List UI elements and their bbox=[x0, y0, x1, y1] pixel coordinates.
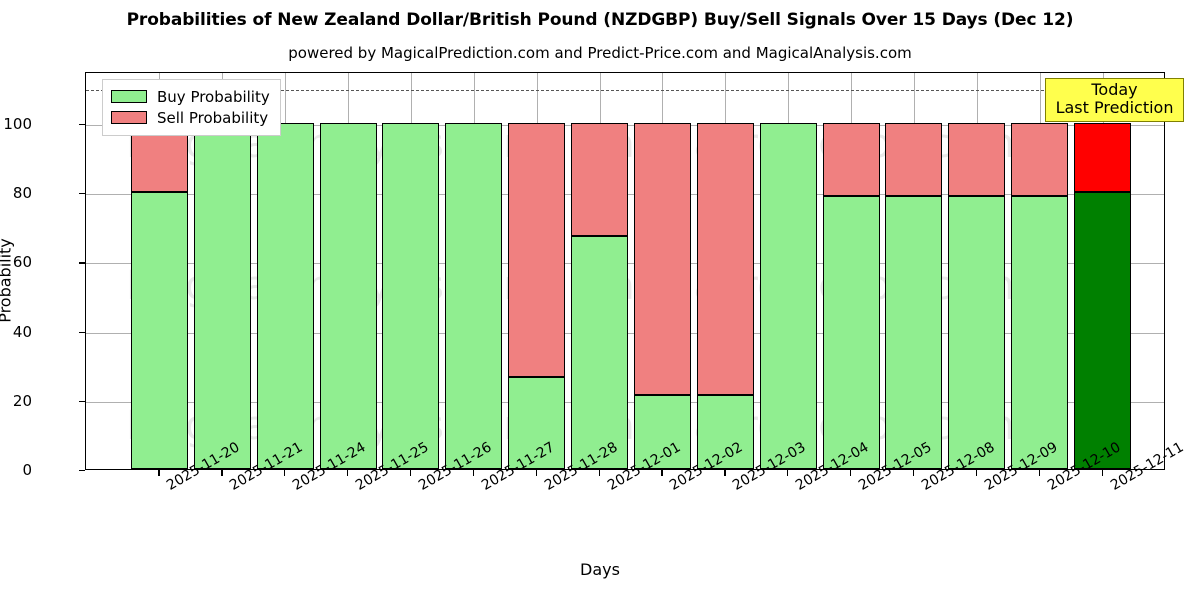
bar-group[interactable] bbox=[633, 71, 691, 469]
y-tick-label: 80 bbox=[12, 184, 32, 203]
x-tick-mark bbox=[912, 470, 915, 476]
x-tick-mark bbox=[661, 470, 663, 476]
x-tick-mark bbox=[535, 470, 537, 476]
threshold-dashed-line bbox=[86, 90, 1164, 92]
bar-group[interactable] bbox=[885, 71, 943, 469]
bar-group[interactable] bbox=[508, 71, 566, 469]
chart-legend: Buy Probability Sell Probability bbox=[102, 79, 281, 136]
legend-label-buy: Buy Probability bbox=[157, 87, 270, 106]
x-tick-mark bbox=[221, 470, 223, 476]
y-tick-label: 60 bbox=[12, 253, 32, 272]
bar-segment-sell[interactable] bbox=[1074, 122, 1131, 193]
x-tick-mark bbox=[598, 470, 600, 476]
bar-segment-buy[interactable] bbox=[633, 394, 691, 469]
bar-segment-buy[interactable] bbox=[759, 122, 817, 469]
x-tick-mark bbox=[787, 470, 789, 476]
today-annotation-line1: Today bbox=[1091, 80, 1138, 99]
bar-group[interactable] bbox=[696, 71, 754, 469]
x-tick-mark bbox=[284, 470, 286, 476]
bar-group[interactable] bbox=[948, 71, 1006, 469]
bar-segment-sell[interactable] bbox=[571, 122, 628, 237]
x-tick-mark bbox=[1038, 470, 1040, 476]
y-tick-mark bbox=[79, 193, 85, 195]
legend-swatch-sell bbox=[111, 111, 147, 124]
bar-group[interactable] bbox=[382, 71, 440, 469]
y-tick-mark bbox=[79, 400, 85, 402]
x-tick-mark bbox=[724, 470, 726, 476]
x-tick-mark bbox=[158, 470, 160, 476]
bar-segment-buy[interactable] bbox=[319, 122, 377, 469]
bar-group[interactable] bbox=[759, 71, 817, 469]
bar-group[interactable] bbox=[571, 71, 628, 469]
bar-segment-sell[interactable] bbox=[822, 122, 880, 196]
bar-group[interactable] bbox=[822, 71, 880, 469]
y-tick-mark bbox=[79, 331, 85, 333]
bar-group[interactable] bbox=[319, 71, 377, 469]
y-tick-mark bbox=[79, 470, 85, 472]
bar-segment-buy[interactable] bbox=[696, 394, 754, 469]
bar-segment-buy[interactable] bbox=[885, 195, 943, 469]
bar-segment-sell[interactable] bbox=[885, 122, 943, 196]
today-annotation-line2: Last Prediction bbox=[1055, 97, 1174, 117]
x-tick-mark bbox=[472, 470, 474, 476]
bar-segment-buy[interactable] bbox=[445, 122, 503, 469]
x-tick-mark bbox=[850, 470, 852, 476]
today-annotation: Today Last Prediction bbox=[1044, 78, 1185, 122]
plot-area: MagicalAnalysis.comMagicaPrediction.comM… bbox=[85, 71, 1185, 470]
x-tick-mark bbox=[347, 470, 349, 476]
bar-group[interactable] bbox=[256, 71, 314, 469]
y-tick-label: 40 bbox=[12, 322, 32, 341]
chart-subtitle: powered by MagicalPrediction.com and Pre… bbox=[288, 44, 912, 62]
legend-swatch-buy bbox=[111, 90, 147, 103]
y-tick-label: 0 bbox=[22, 461, 32, 479]
bar-segment-sell[interactable] bbox=[696, 122, 754, 395]
bar-group[interactable] bbox=[445, 71, 503, 469]
bar-segment-buy[interactable] bbox=[948, 195, 1006, 469]
x-tick-mark bbox=[1101, 470, 1103, 476]
x-tick-mark bbox=[975, 470, 977, 476]
bar-segment-buy[interactable] bbox=[382, 122, 440, 469]
legend-item-sell: Sell Probability bbox=[111, 107, 270, 128]
bar-group[interactable] bbox=[1074, 71, 1131, 469]
y-tick-label: 100 bbox=[3, 114, 32, 133]
bar-group[interactable] bbox=[130, 71, 188, 469]
legend-item-buy: Buy Probability bbox=[111, 86, 270, 107]
bar-segment-buy[interactable] bbox=[1074, 192, 1131, 469]
bar-segment-buy[interactable] bbox=[822, 195, 880, 469]
bar-segment-sell[interactable] bbox=[948, 122, 1006, 196]
bar-segment-sell[interactable] bbox=[633, 122, 691, 395]
bar-segment-buy[interactable] bbox=[571, 236, 628, 469]
y-axis-label: Probability bbox=[0, 238, 15, 323]
y-tick-mark bbox=[79, 123, 85, 126]
x-axis-label: Days bbox=[580, 560, 620, 579]
bar-segment-sell[interactable] bbox=[1011, 122, 1069, 196]
bar-segment-buy[interactable] bbox=[256, 122, 314, 469]
bar-segment-buy[interactable] bbox=[130, 192, 188, 469]
bar-segment-sell[interactable] bbox=[508, 122, 566, 378]
legend-label-sell: Sell Probability bbox=[157, 108, 269, 127]
bar-group[interactable] bbox=[193, 71, 251, 469]
bar-segment-buy[interactable] bbox=[508, 377, 566, 469]
y-tick-label: 20 bbox=[12, 391, 32, 410]
bar-group[interactable] bbox=[1011, 71, 1069, 469]
x-tick-mark bbox=[409, 470, 412, 476]
y-tick-mark bbox=[79, 262, 85, 264]
bar-segment-buy[interactable] bbox=[1011, 195, 1069, 469]
bar-segment-buy[interactable] bbox=[193, 122, 251, 469]
chart-title: Probabilities of New Zealand Dollar/Brit… bbox=[126, 10, 1074, 30]
